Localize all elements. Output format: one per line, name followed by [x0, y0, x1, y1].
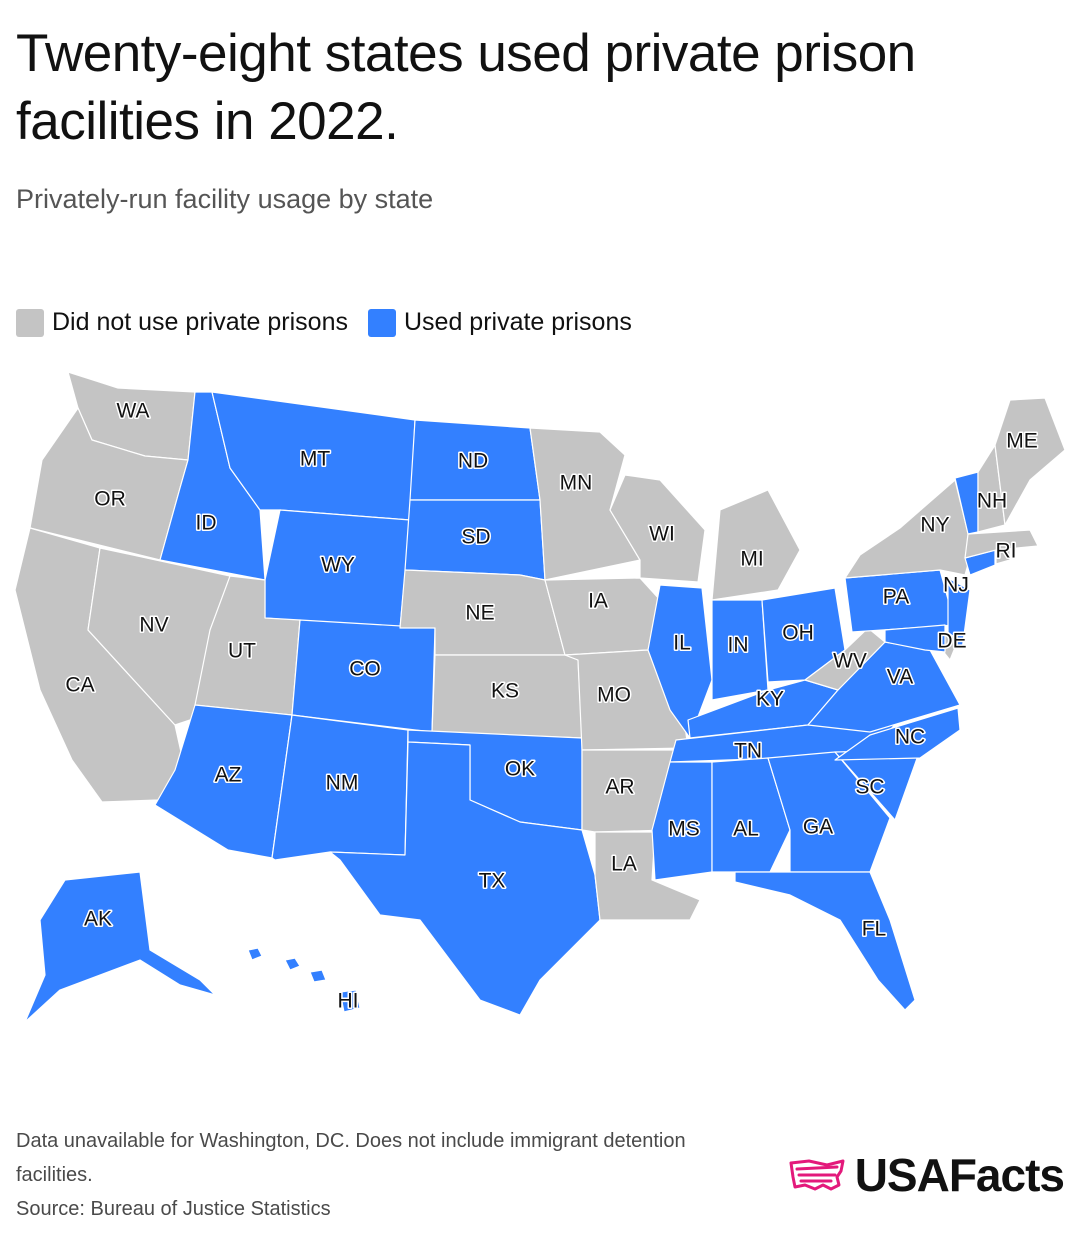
state-label-wa: WA: [116, 400, 149, 423]
state-label-mn: MN: [560, 472, 593, 495]
state-ma: [964, 529, 1039, 559]
state-me: [994, 397, 1066, 526]
state-hi: [247, 947, 361, 1013]
legend-label-used: Used private prisons: [403, 308, 632, 336]
state-label-fl: FL: [862, 918, 887, 941]
state-label-tx: TX: [479, 870, 506, 893]
states-layer: [14, 371, 1066, 1023]
state-label-nd: ND: [458, 450, 488, 473]
state-label-ut: UT: [228, 640, 256, 663]
state-label-tn: TN: [734, 740, 762, 763]
state-ny: [844, 479, 973, 579]
state-label-al: AL: [733, 818, 759, 841]
state-label-mt: MT: [300, 448, 330, 471]
us-flag-map-icon: [789, 1159, 845, 1191]
state-label-ky: KY: [756, 688, 784, 711]
legend-swatch-not-used: [16, 308, 44, 337]
legend-item-used: Used private prisons: [367, 308, 632, 337]
state-label-nj: NJ: [943, 574, 969, 597]
state-label-ri: RI: [996, 540, 1017, 563]
state-label-sd: SD: [461, 526, 490, 549]
state-label-ms: MS: [668, 818, 700, 841]
legend-label-not-used: Did not use private prisons: [52, 308, 348, 336]
state-label-ak: AK: [84, 908, 112, 931]
state-nj: [947, 577, 971, 651]
chart-title: Twenty-eight states used private prison …: [16, 24, 916, 151]
state-label-nh: NH: [977, 490, 1007, 513]
state-md: [884, 624, 946, 653]
state-label-mi: MI: [740, 548, 763, 571]
us-choropleth-map: WA OR CA NV ID MT WY UT AZ CO NM ND SD NE KS OK TX MN IA MO…: [14, 371, 1066, 1023]
state-label-ks: KS: [491, 680, 519, 703]
brand-name: USAFacts: [854, 1149, 1065, 1201]
state-label-mo: MO: [597, 684, 631, 707]
state-label-ne: NE: [465, 602, 494, 625]
labels-layer: WA OR CA NV ID MT WY UT AZ CO NM ND SD NE KS OK TX MN IA MO…: [64, 398, 1039, 1014]
state-ms: [651, 761, 713, 881]
footer-source: Source: Bureau of Justice Statistics: [16, 1198, 331, 1220]
state-label-co: CO: [349, 658, 381, 681]
state-label-az: AZ: [215, 764, 242, 787]
state-label-in: IN: [728, 634, 749, 657]
state-label-wv: WV: [833, 650, 867, 673]
legend-swatch-used: [367, 308, 396, 337]
state-ak: [24, 871, 216, 1023]
state-label-or: OR: [94, 488, 126, 511]
state-label-ar: AR: [605, 776, 634, 799]
state-ar: [581, 749, 679, 833]
state-label-la: LA: [611, 853, 637, 876]
state-label-me: ME: [1006, 430, 1038, 453]
state-label-ca: CA: [65, 674, 94, 697]
state-label-wy: WY: [321, 554, 355, 577]
chart-subtitle: Privately-run facility usage by state: [16, 184, 434, 214]
state-label-de: DE: [937, 630, 966, 653]
usafacts-logo: USAFacts: [787, 1148, 1065, 1202]
footer: Data unavailable for Washington, DC. Doe…: [16, 1124, 756, 1226]
state-label-nc: NC: [895, 726, 925, 749]
state-label-nv: NV: [139, 614, 168, 637]
state-label-oh: OH: [782, 622, 814, 645]
state-label-ia: IA: [588, 590, 608, 613]
state-wv: [804, 627, 886, 691]
state-mi: [711, 489, 801, 601]
legend: Did not use private prisons Used private…: [16, 308, 652, 337]
state-label-pa: PA: [883, 586, 909, 609]
state-label-va: VA: [887, 666, 913, 689]
state-fl: [734, 871, 916, 1011]
state-label-hi: HI: [338, 990, 359, 1013]
state-label-sc: SC: [855, 776, 884, 799]
state-nc: [834, 707, 961, 761]
state-al: [711, 757, 791, 873]
state-label-il: IL: [673, 632, 691, 655]
state-label-ny: NY: [920, 514, 949, 537]
state-wi: [609, 474, 706, 583]
footer-note: Data unavailable for Washington, DC. Doe…: [16, 1130, 686, 1186]
state-label-ga: GA: [803, 816, 833, 839]
state-label-nm: NM: [326, 772, 359, 795]
state-label-id: ID: [196, 512, 217, 535]
legend-item-not-used: Did not use private prisons: [16, 308, 348, 337]
state-label-ok: OK: [505, 758, 535, 781]
state-label-wi: WI: [649, 523, 675, 546]
